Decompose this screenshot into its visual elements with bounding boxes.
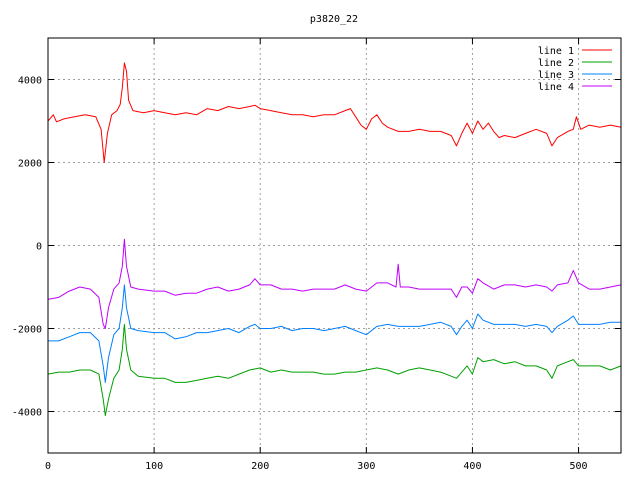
legend-label-4: line 4	[538, 82, 574, 93]
legend-label-2: line 2	[538, 58, 574, 69]
series-line-3	[48, 284, 621, 383]
x-tick-label: 100	[145, 461, 163, 472]
legend-label-1: line 1	[538, 46, 574, 57]
grid	[48, 38, 621, 453]
y-tick-label: -4000	[12, 408, 42, 419]
series-line-4	[47, 238, 622, 329]
axis-ticks: 0 100 200 300 400 500 -4000 -2000 0 2000 4000	[12, 38, 621, 472]
series-line-2	[47, 323, 622, 417]
series-group	[47, 62, 622, 417]
series-line-1	[47, 62, 622, 163]
y-tick-label: -2000	[12, 325, 42, 336]
y-tick-label: 0	[36, 242, 42, 253]
x-tick-label: 200	[251, 461, 269, 472]
x-tick-label: 400	[463, 461, 481, 472]
legend-label-3: line 3	[538, 70, 574, 81]
x-tick-label: 500	[570, 461, 588, 472]
x-tick-label: 300	[357, 461, 375, 472]
x-tick-label: 0	[45, 461, 51, 472]
chart-title: p3820_22	[310, 14, 358, 25]
y-tick-label: 4000	[18, 76, 42, 87]
y-tick-label: 2000	[18, 159, 42, 170]
